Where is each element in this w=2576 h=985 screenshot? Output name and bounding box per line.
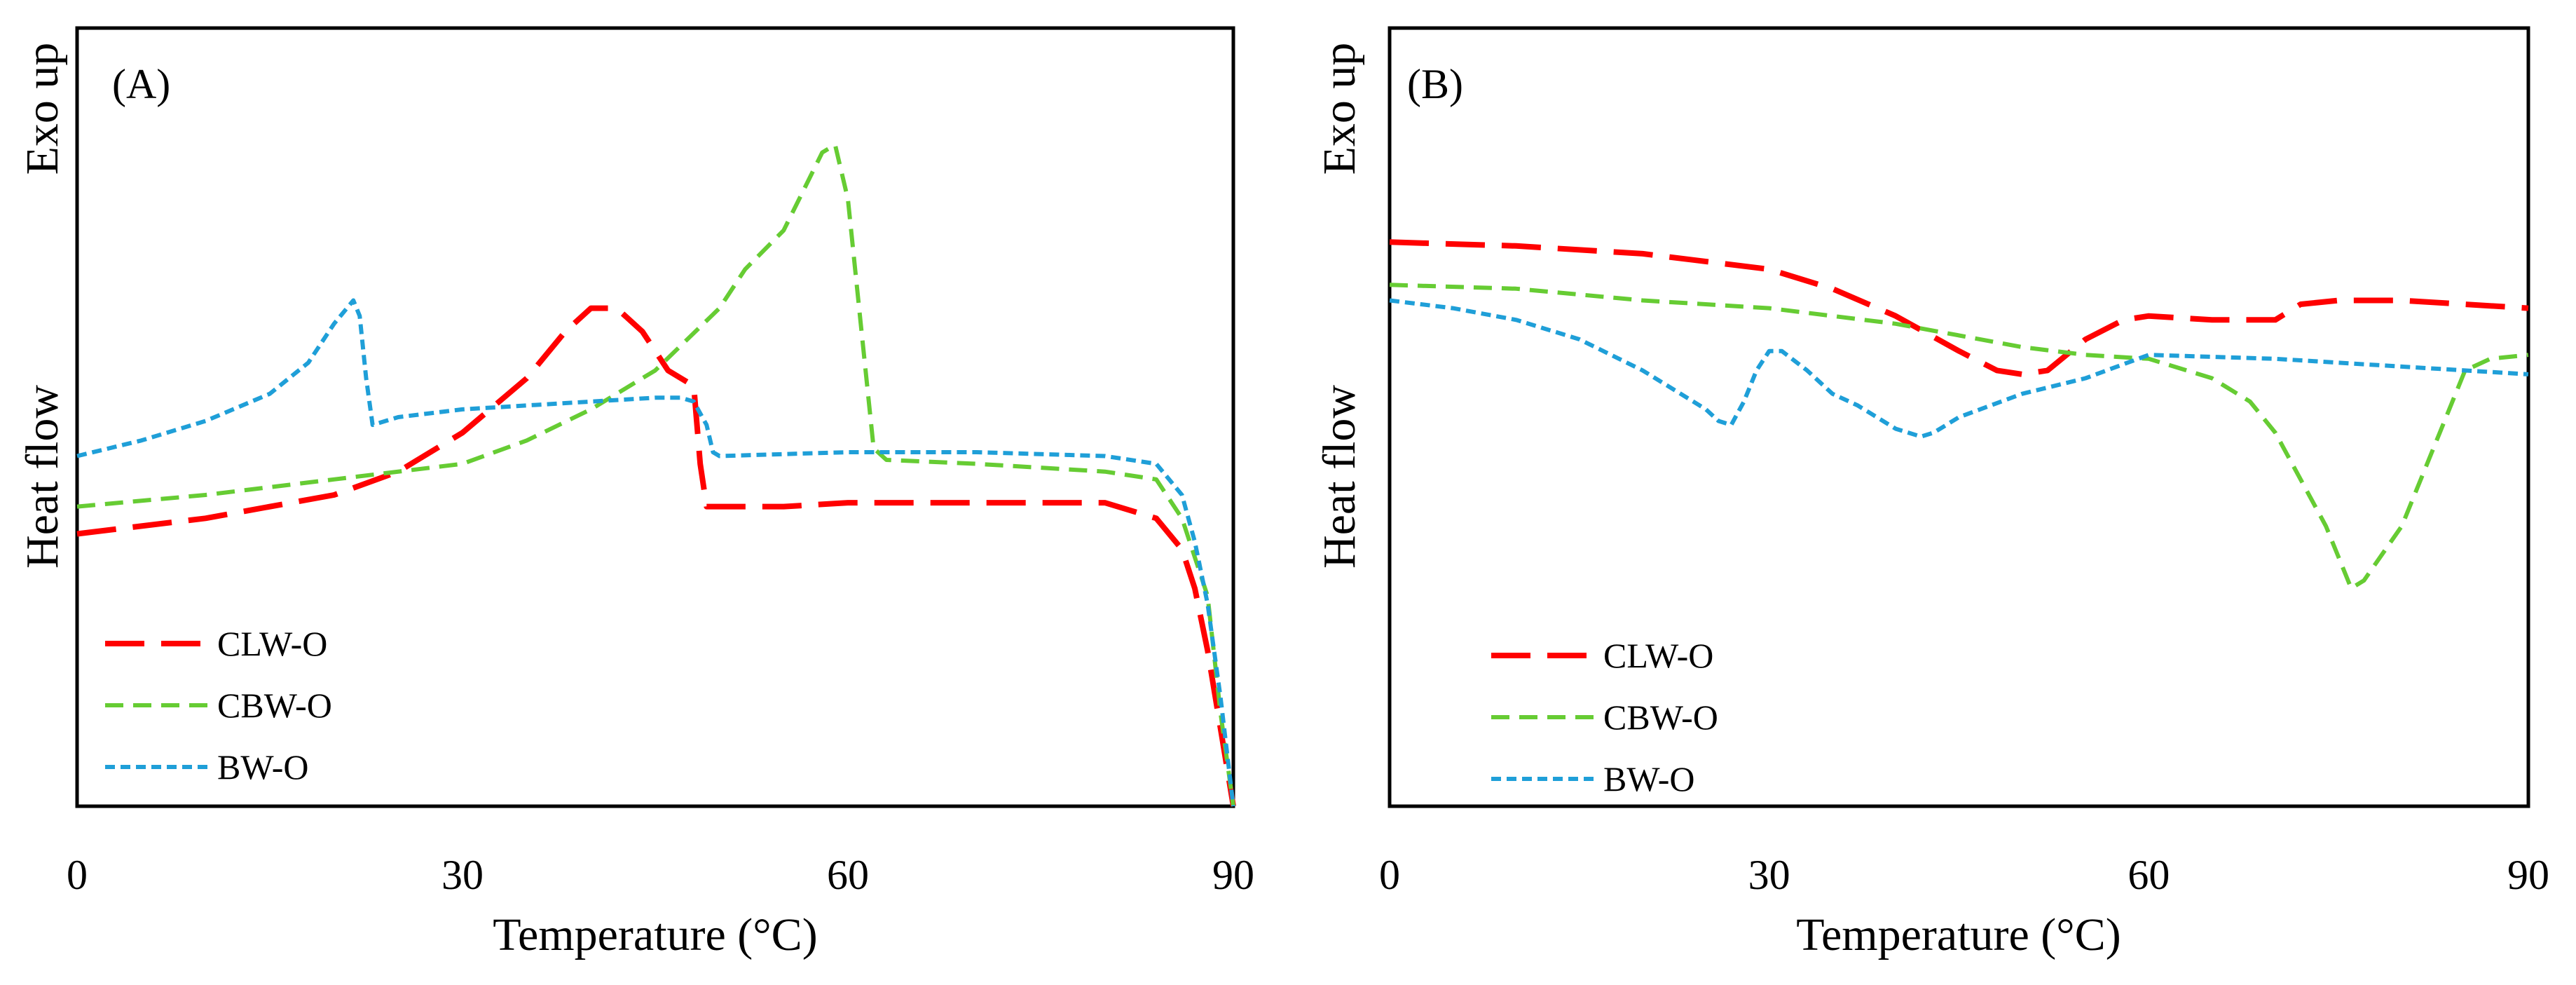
- panel-label: (A): [112, 61, 170, 107]
- series-line-clw-o: [76, 305, 1236, 807]
- series-layer: [1389, 239, 2529, 591]
- y-axis-label-top: Exo up: [1314, 43, 1365, 175]
- chart-panel-b: 0 30 60 90 (B) Exo up Heat flow Temperature…: [1314, 26, 2549, 960]
- y-axis-label: Heat flow: [1314, 385, 1365, 569]
- legend: CLW-O CBW-O BW-O: [105, 624, 332, 787]
- legend-label-bw-o: BW-O: [217, 747, 309, 787]
- x-tick-label: 90: [2507, 852, 2549, 898]
- x-tick-labels: 0 30 60 90: [1379, 852, 2549, 898]
- legend-label-clw-o: CLW-O: [1603, 636, 1713, 675]
- series-line-clw-o: [1389, 239, 2529, 377]
- x-tick-label: 0: [1379, 852, 1400, 898]
- x-tick-label: 0: [67, 852, 88, 898]
- legend-label-bw-o: BW-O: [1603, 759, 1695, 799]
- x-tick-labels: 0 30 60 90: [67, 852, 1254, 898]
- series-line-bw-o: [1389, 298, 2529, 439]
- x-tick-label: 60: [827, 852, 869, 898]
- legend-label-cbw-o: CBW-O: [1603, 698, 1718, 737]
- series-line-cbw-o: [1389, 283, 2529, 591]
- chart-panel-a: 0 30 60 90 (A) Exo up Heat flow Temperature…: [17, 26, 1254, 960]
- x-axis-label: Temperature (°C): [1796, 909, 2121, 960]
- series-layer: [76, 142, 1236, 807]
- x-tick-label: 30: [1748, 852, 1790, 898]
- x-tick-label: 90: [1212, 852, 1254, 898]
- panel-label: (B): [1407, 61, 1463, 107]
- legend: CLW-O CBW-O BW-O: [1491, 636, 1718, 799]
- legend-label-clw-o: CLW-O: [217, 624, 327, 663]
- series-line-bw-o: [76, 298, 1235, 807]
- x-tick-label: 60: [2128, 852, 2170, 898]
- plot-frame: [75, 26, 1235, 808]
- y-axis-label-top: Exo up: [17, 43, 68, 175]
- y-axis-label: Heat flow: [17, 385, 68, 569]
- x-axis-label: Temperature (°C): [493, 909, 817, 960]
- series-line-cbw-o: [76, 142, 1235, 807]
- legend-label-cbw-o: CBW-O: [217, 686, 332, 725]
- plot-frame: [1388, 26, 2530, 808]
- x-tick-label: 30: [441, 852, 484, 898]
